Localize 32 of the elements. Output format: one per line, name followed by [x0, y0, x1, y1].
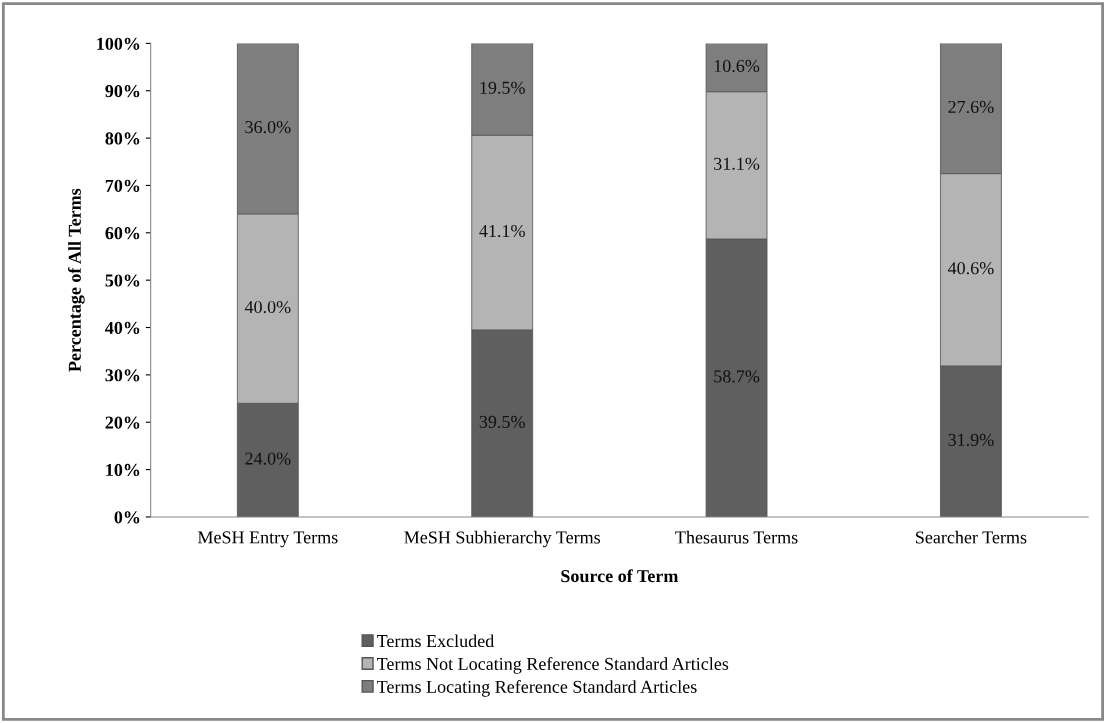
- x-tick-label: MeSH Entry Terms: [197, 531, 338, 548]
- y-tick-label: 20%: [105, 416, 140, 429]
- y-tick-label: 30%: [105, 369, 140, 382]
- data-label: 39.5%: [479, 415, 525, 429]
- y-tick-label: 0%: [114, 511, 140, 524]
- y-axis-title: Percentage of All Terms: [67, 188, 85, 372]
- data-label: 41.1%: [479, 224, 525, 238]
- data-label: 40.0%: [244, 300, 291, 314]
- x-axis-title: Source of Term: [561, 569, 679, 583]
- data-label: 27.6%: [948, 100, 994, 114]
- x-tick-label: Searcher Terms: [916, 530, 1027, 544]
- legend-label: Terms Excluded: [376, 634, 494, 648]
- data-label: 36.0%: [245, 120, 291, 134]
- data-label: 19.5%: [480, 81, 525, 94]
- data-label: 31.1%: [714, 157, 760, 170]
- y-tick-label: 40%: [105, 321, 140, 335]
- data-label: 24.0%: [245, 452, 291, 465]
- legend-label: Terms Locating Reference Standard Articles: [376, 680, 697, 697]
- x-tick-label: Thesaurus Terms: [675, 530, 798, 544]
- y-tick-label: 70%: [105, 179, 140, 192]
- y-tick-label: 90%: [105, 84, 140, 98]
- y-tick-label: 50%: [105, 274, 140, 287]
- data-label: 31.9%: [948, 433, 994, 447]
- y-tick-label: 60%: [105, 227, 140, 240]
- data-label: 40.6%: [947, 262, 994, 275]
- y-tick-label: 100%: [97, 37, 140, 50]
- y-tick-label: 80%: [105, 132, 140, 145]
- legend-label: Terms Not Locating Reference Standard Articles: [376, 657, 729, 674]
- data-label: 10.6%: [714, 59, 760, 73]
- data-label: 58.7%: [714, 370, 760, 383]
- x-tick-label: MeSH Subhierarchy Terms: [404, 530, 601, 548]
- y-tick-label: 10%: [106, 463, 140, 477]
